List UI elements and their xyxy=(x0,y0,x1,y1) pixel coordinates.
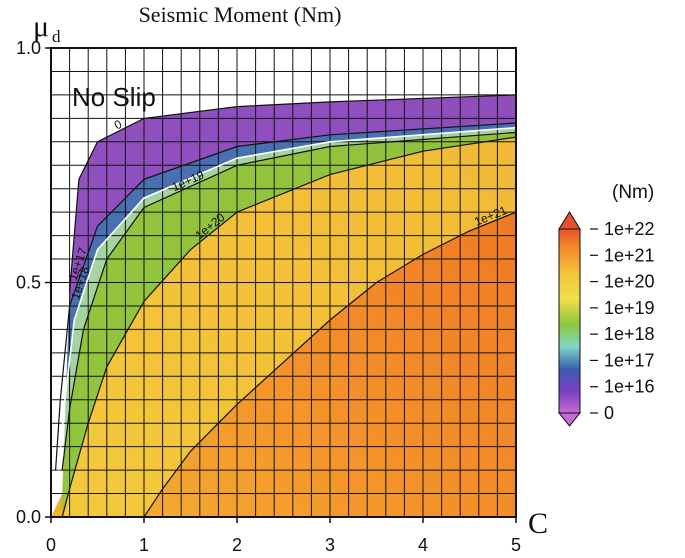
x-tick-label: 1 xyxy=(139,535,149,555)
y-tick-label: 0.0 xyxy=(16,507,41,527)
contour-line xyxy=(57,126,516,471)
x-tick-label: 3 xyxy=(325,535,335,555)
y-axis: 0.0 0.5 1.0 xyxy=(16,38,51,527)
chart-title: Seismic Moment (Nm) xyxy=(139,2,342,27)
contour-line xyxy=(143,211,516,517)
colorbar-tick-label: 1e+19 xyxy=(604,298,655,318)
colorbar-tick-label: 0 xyxy=(604,403,614,423)
y-tick-label: 1.0 xyxy=(16,38,41,58)
contour-lines xyxy=(55,94,516,517)
y-axis-label-symbol: μ xyxy=(33,10,49,43)
y-tick-label: 0.5 xyxy=(16,273,41,293)
x-axis: 0 1 2 3 4 5 xyxy=(46,517,521,555)
colorbar-tick-label: 1e+18 xyxy=(604,324,655,344)
colorbar-top-arrow xyxy=(558,211,581,230)
contour-line xyxy=(55,122,516,471)
contour-line xyxy=(61,131,516,471)
x-axis-label: C xyxy=(528,507,548,540)
band-green xyxy=(62,132,516,517)
x-tick-label: 4 xyxy=(418,535,428,555)
moment-bands xyxy=(55,94,516,517)
contour-line xyxy=(61,136,516,517)
x-tick-label: 2 xyxy=(232,535,242,555)
colorbar-tick-label: 1e+16 xyxy=(604,377,655,397)
colorbar-unit-label: (Nm) xyxy=(612,182,654,203)
band-yellow xyxy=(62,137,516,517)
contour-line xyxy=(69,94,516,292)
no-slip-label: No Slip xyxy=(72,82,156,112)
colorbar-ticks: 1e+22 1e+21 1e+20 1e+19 1e+18 1e+17 1e+16 0 xyxy=(590,219,655,423)
x-tick-label: 0 xyxy=(46,535,56,555)
y-axis-label: μ d xyxy=(33,10,61,46)
colorbar-tick-label: 1e+17 xyxy=(604,350,655,370)
colorbar-tick-label: 1e+22 xyxy=(604,219,655,239)
colorbar xyxy=(557,211,582,427)
colorbar-gradient xyxy=(558,228,581,414)
x-tick-label: 5 xyxy=(511,535,521,555)
colorbar-bottom-arrow xyxy=(557,412,582,427)
y-axis-label-subscript: d xyxy=(52,27,61,46)
grid xyxy=(51,48,516,517)
colorbar-tick-label: 1e+20 xyxy=(604,272,655,292)
colorbar-tick-label: 1e+21 xyxy=(604,245,655,265)
